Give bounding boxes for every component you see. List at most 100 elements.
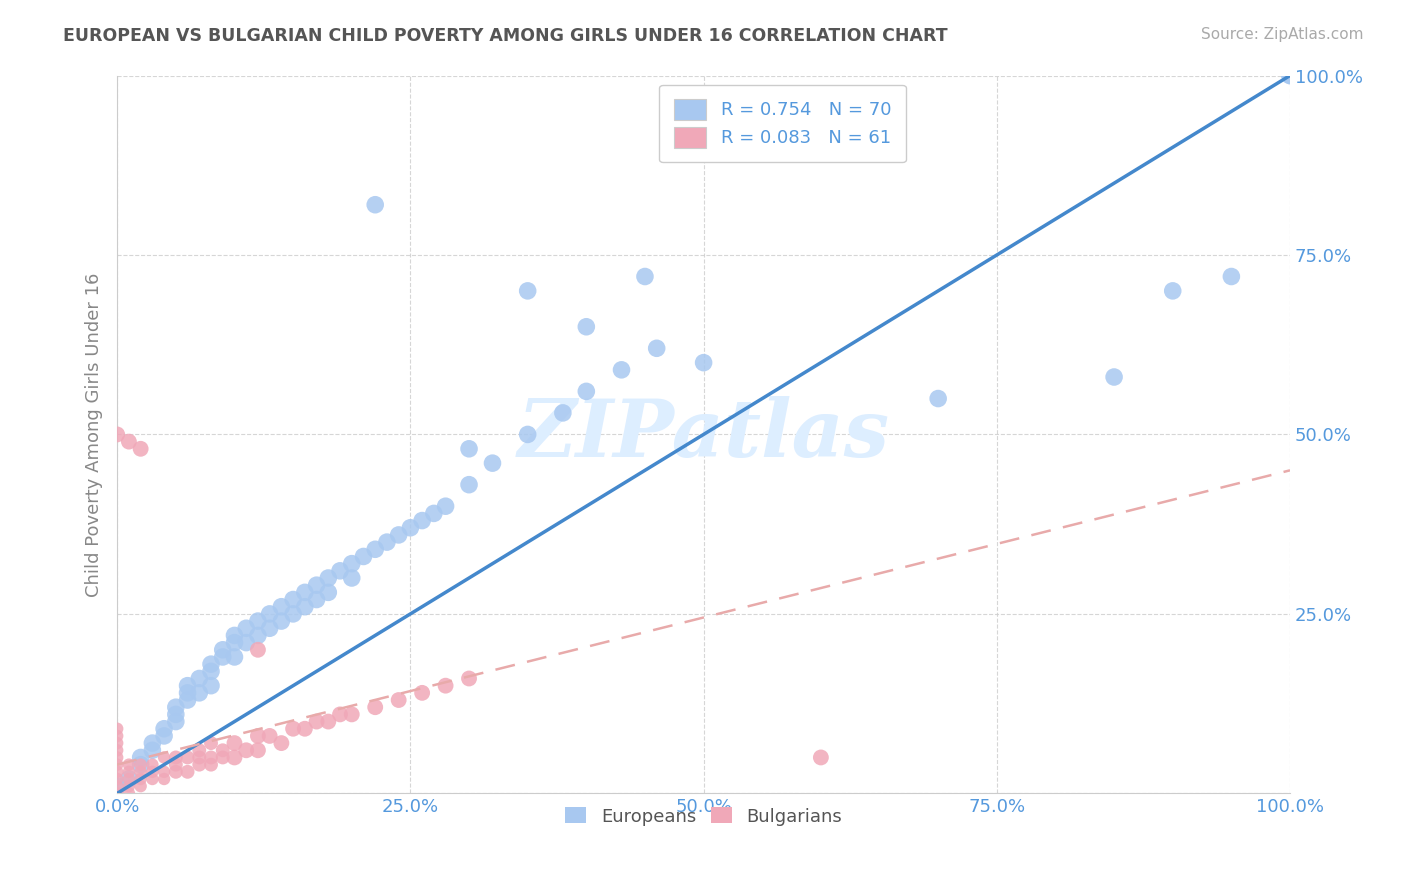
Point — [235, 621, 257, 635]
Point — [281, 607, 304, 621]
Point — [340, 571, 363, 585]
Point — [305, 714, 328, 729]
Point — [129, 757, 152, 772]
Point — [224, 650, 246, 665]
Point — [235, 635, 257, 649]
Point — [211, 650, 233, 665]
Point — [235, 743, 257, 757]
Point — [118, 772, 141, 786]
Point — [364, 542, 387, 557]
Point — [165, 750, 187, 764]
Point — [141, 764, 163, 779]
Point — [316, 571, 339, 585]
Point — [211, 743, 233, 757]
Point — [105, 722, 128, 736]
Point — [176, 693, 198, 707]
Y-axis label: Child Poverty Among Girls Under 16: Child Poverty Among Girls Under 16 — [86, 272, 103, 597]
Point — [551, 406, 574, 420]
Point — [634, 269, 657, 284]
Point — [294, 599, 316, 614]
Point — [224, 750, 246, 764]
Point — [270, 736, 292, 750]
Point — [270, 599, 292, 614]
Point — [294, 722, 316, 736]
Point — [1279, 69, 1302, 83]
Point — [129, 772, 152, 786]
Point — [364, 198, 387, 212]
Point — [692, 356, 714, 370]
Point — [165, 700, 187, 714]
Point — [118, 757, 141, 772]
Point — [259, 729, 281, 743]
Point — [188, 743, 211, 757]
Point — [200, 657, 222, 672]
Point — [281, 592, 304, 607]
Point — [153, 750, 176, 764]
Point — [129, 779, 152, 793]
Point — [129, 757, 152, 772]
Point — [176, 764, 198, 779]
Point — [259, 621, 281, 635]
Point — [1161, 284, 1184, 298]
Point — [246, 743, 269, 757]
Point — [129, 764, 152, 779]
Point — [364, 700, 387, 714]
Point — [211, 642, 233, 657]
Point — [246, 614, 269, 628]
Point — [129, 442, 152, 456]
Text: EUROPEAN VS BULGARIAN CHILD POVERTY AMONG GIRLS UNDER 16 CORRELATION CHART: EUROPEAN VS BULGARIAN CHILD POVERTY AMON… — [63, 27, 948, 45]
Point — [105, 772, 128, 786]
Point — [516, 427, 538, 442]
Point — [200, 757, 222, 772]
Point — [329, 707, 352, 722]
Point — [388, 693, 411, 707]
Point — [105, 736, 128, 750]
Point — [176, 686, 198, 700]
Point — [200, 679, 222, 693]
Point — [165, 714, 187, 729]
Point — [305, 578, 328, 592]
Point — [118, 764, 141, 779]
Point — [105, 779, 128, 793]
Point — [645, 341, 668, 355]
Point — [105, 743, 128, 757]
Point — [575, 319, 598, 334]
Point — [316, 714, 339, 729]
Point — [188, 672, 211, 686]
Point — [423, 507, 446, 521]
Point — [188, 686, 211, 700]
Point — [176, 679, 198, 693]
Point — [118, 786, 141, 800]
Point — [388, 528, 411, 542]
Text: ZIPatlas: ZIPatlas — [517, 396, 890, 473]
Point — [224, 635, 246, 649]
Point — [294, 585, 316, 599]
Point — [610, 363, 633, 377]
Point — [246, 729, 269, 743]
Point — [105, 729, 128, 743]
Point — [340, 557, 363, 571]
Point — [176, 750, 198, 764]
Point — [340, 707, 363, 722]
Point — [141, 743, 163, 757]
Point — [810, 750, 832, 764]
Point — [1279, 69, 1302, 83]
Point — [575, 384, 598, 399]
Point — [329, 564, 352, 578]
Point — [927, 392, 949, 406]
Point — [1220, 269, 1243, 284]
Point — [200, 665, 222, 679]
Point — [153, 722, 176, 736]
Point — [141, 757, 163, 772]
Point — [458, 672, 481, 686]
Point — [105, 764, 128, 779]
Point — [305, 592, 328, 607]
Text: Source: ZipAtlas.com: Source: ZipAtlas.com — [1201, 27, 1364, 42]
Point — [118, 434, 141, 449]
Point — [375, 535, 398, 549]
Point — [188, 750, 211, 764]
Point — [516, 284, 538, 298]
Point — [141, 736, 163, 750]
Point — [411, 514, 433, 528]
Point — [105, 786, 128, 800]
